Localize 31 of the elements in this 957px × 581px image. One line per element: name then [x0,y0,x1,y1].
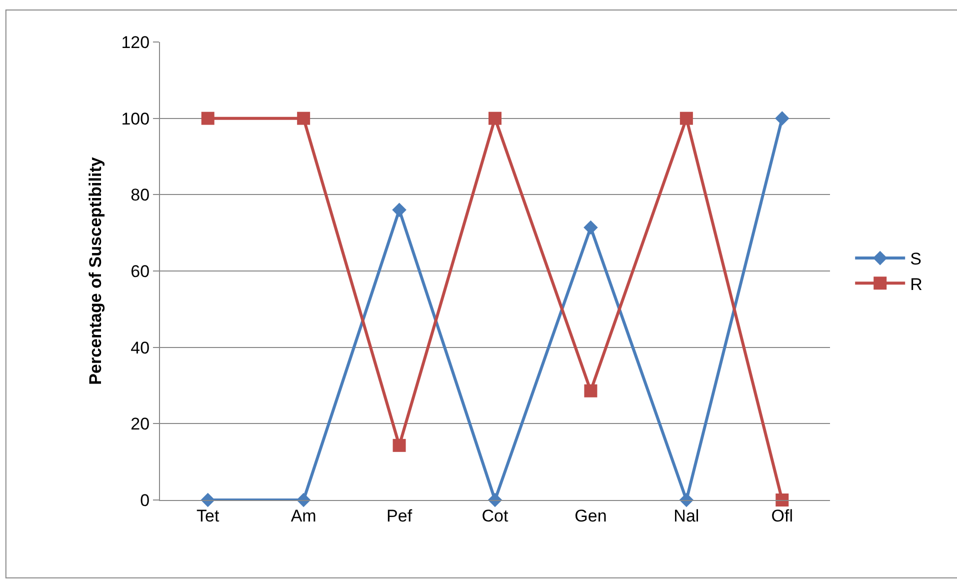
point [774,111,790,126]
y-tick-label: 120 [121,32,150,52]
x-tick-label: Pef [386,506,412,526]
point [297,112,310,125]
legend-label: S [910,250,922,269]
point [679,492,694,508]
y-tick-label: 40 [130,338,150,358]
legend-label: R [910,274,922,294]
y-axis-title: Percentage of Susceptibility [86,156,105,385]
y-tick-label: 0 [140,490,150,510]
point [392,202,406,218]
point [584,384,598,398]
x-tick-label: Tet [196,506,220,526]
point [200,492,216,508]
y-tick-label: 60 [130,262,150,281]
point [392,438,406,452]
x-tick-label: Ofl [771,506,794,526]
x-tick-label: Cot [482,506,508,526]
y-tick-label: 20 [130,414,150,434]
point [488,112,502,125]
point [776,494,789,506]
x-tick-label: Gen [574,506,607,526]
point [584,220,598,235]
point [680,112,693,125]
point [296,492,311,508]
x-tick-label: Nal [674,506,700,526]
point [201,112,214,125]
point [488,492,502,508]
y-tick-label: 80 [130,186,150,205]
y-tick-label: 100 [121,109,150,128]
x-tick-label: Am [290,506,316,526]
